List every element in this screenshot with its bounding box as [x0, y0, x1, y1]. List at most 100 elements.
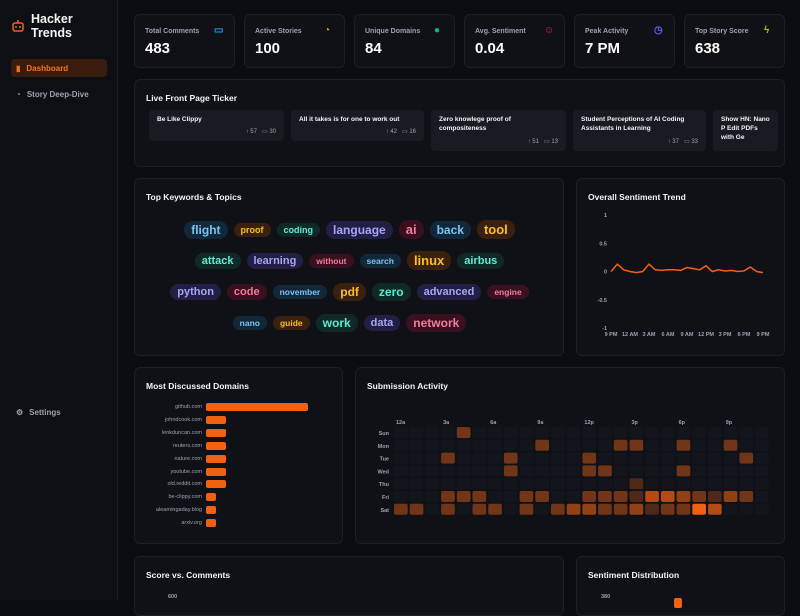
domain-bar[interactable] [206, 506, 217, 515]
keyword-tag[interactable]: coding [276, 222, 321, 237]
stat-value: 100 [255, 40, 281, 57]
heatmap-cell-active[interactable] [660, 503, 675, 515]
sidebar-item-settings[interactable]: ⚙ Settings [16, 407, 61, 417]
heatmap-cell-active[interactable] [692, 491, 706, 502]
ticker-item[interactable]: Zero knowlege proof of compositeness ↑ 51… [431, 110, 566, 151]
keyword-tag[interactable]: advanced [416, 283, 482, 300]
domain-bar[interactable] [206, 441, 227, 450]
heatmap-cell-active[interactable] [629, 439, 644, 451]
heatmap-cell-active[interactable] [629, 491, 644, 502]
domain-label: old.reddit.com [167, 481, 202, 488]
keyword-tag[interactable]: engine [487, 284, 529, 299]
heatmap-cell-active[interactable] [503, 452, 518, 464]
heatmap-cell-active[interactable] [441, 491, 455, 502]
sidebar-item-dashboard[interactable]: ▮ Dashboard [11, 59, 107, 77]
domain-bar[interactable] [206, 480, 227, 489]
keyword-tag[interactable]: proof [233, 222, 271, 237]
stat-label: Total Comments [145, 28, 200, 35]
heatmap-cell-active[interactable] [394, 503, 408, 515]
domain-bar[interactable] [206, 467, 227, 476]
heatmap-cell-active[interactable] [739, 452, 754, 464]
keyword-tag[interactable]: back [429, 220, 471, 239]
heatmap-cell-active[interactable] [456, 427, 471, 438]
heatmap-cell-active[interactable] [613, 491, 628, 502]
domain-bar[interactable] [206, 493, 217, 502]
heatmap-cell-active[interactable] [629, 478, 644, 490]
heatmap-cell [629, 439, 644, 451]
heatmap-cell-active[interactable] [676, 465, 691, 477]
heatmap-cell-active[interactable] [582, 503, 597, 515]
keyword-tag[interactable]: airbus [457, 252, 505, 269]
heatmap-cell-active[interactable] [613, 439, 628, 451]
heatmap-cell-active[interactable] [535, 439, 549, 451]
heatmap-cell-active[interactable] [676, 439, 691, 451]
keyword-tag[interactable]: tool [476, 220, 515, 239]
heatmap-cell-active[interactable] [598, 491, 612, 502]
keyword-tag[interactable]: data [363, 314, 401, 331]
heatmap-cell-active[interactable] [723, 491, 738, 502]
heatmap-cell-active[interactable] [535, 491, 549, 502]
heatmap-cell-active[interactable] [692, 503, 706, 515]
heatmap-cell-active[interactable] [660, 491, 675, 502]
keyword-tag[interactable]: attack [194, 252, 241, 269]
heatmap-cell [456, 427, 471, 438]
domain-bar[interactable] [206, 415, 227, 424]
heatmap-cell-active[interactable] [598, 503, 612, 515]
heatmap-cell-active[interactable] [613, 503, 628, 515]
keyword-tag[interactable]: zero [371, 282, 411, 301]
heatmap-cell [456, 439, 471, 451]
heatmap-cell-active[interactable] [582, 491, 597, 502]
heatmap-cell-active[interactable] [472, 503, 487, 515]
ticker-item[interactable]: Show HN: Nano P Edit PDFs with Ge [713, 110, 778, 151]
heatmap-cell-active[interactable] [582, 465, 597, 477]
heatmap-cell-active[interactable] [409, 503, 424, 515]
heatmap-cell-active[interactable] [551, 503, 565, 515]
domain-bar[interactable] [206, 403, 308, 411]
heatmap-cell-active[interactable] [629, 503, 644, 515]
heatmap-cell-active[interactable] [566, 503, 581, 515]
heatmap-cell-active[interactable] [676, 491, 691, 502]
keyword-tag[interactable]: nano [232, 315, 267, 330]
heatmap-cell-active[interactable] [472, 491, 487, 502]
domain-bar[interactable] [206, 428, 227, 437]
domain-bar[interactable] [206, 519, 217, 528]
heatmap-cell-active[interactable] [645, 503, 659, 515]
keyword-tag[interactable]: work [315, 313, 358, 332]
keyword-tag[interactable]: without [309, 253, 354, 268]
keyword-tag[interactable]: learning [246, 252, 304, 269]
heatmap-cell-active[interactable] [441, 503, 455, 515]
sidebar-item-story-deep-dive[interactable]: ◔ Story Deep-Dive [16, 89, 89, 99]
heatmap-cell-active[interactable] [441, 452, 455, 464]
keyword-tag[interactable]: network [406, 313, 467, 332]
heatmap-cell-active[interactable] [645, 491, 659, 502]
heatmap-cell-active[interactable] [503, 465, 518, 477]
keyword-tag[interactable]: pdf [333, 282, 366, 301]
heatmap-cell-active[interactable] [519, 491, 534, 502]
keyword-tag[interactable]: code [226, 283, 267, 300]
heatmap-cell-active[interactable] [598, 465, 612, 477]
heatmap-cell-active[interactable] [456, 491, 471, 502]
heatmap-cell-active[interactable] [739, 491, 754, 502]
keyword-tag[interactable]: november [272, 284, 328, 299]
keyword-tag[interactable]: linux [406, 251, 452, 270]
ticker-item[interactable]: Be Like Clippy ↑ 57 ▭ 30 [149, 110, 284, 141]
heatmap-cell-active[interactable] [519, 503, 534, 515]
keyword-tag[interactable]: python [170, 283, 221, 300]
heatmap-cell-active[interactable] [582, 452, 597, 464]
heatmap-cell-active[interactable] [723, 439, 738, 451]
keyword-tag[interactable]: guide [272, 315, 310, 330]
domain-bar[interactable] [206, 454, 227, 463]
keyword-tag[interactable]: language [326, 220, 393, 239]
heatmap-cell-active[interactable] [708, 503, 722, 515]
keyword-tag[interactable]: ai [398, 220, 424, 239]
heatmap-cell-active[interactable] [708, 491, 722, 502]
heatmap-cell [613, 465, 628, 477]
ticker-item[interactable]: Student Perceptions of AI Coding Assista… [573, 110, 706, 151]
keyword-tag[interactable]: flight [184, 220, 228, 239]
heatmap-cell [441, 465, 455, 477]
ticker-item[interactable]: All it takes is for one to work out ↑ 42 … [291, 110, 424, 141]
heatmap-cell [488, 491, 502, 502]
keyword-tag[interactable]: search [359, 253, 401, 268]
heatmap-cell-active[interactable] [676, 503, 691, 515]
heatmap-cell-active[interactable] [488, 503, 502, 515]
